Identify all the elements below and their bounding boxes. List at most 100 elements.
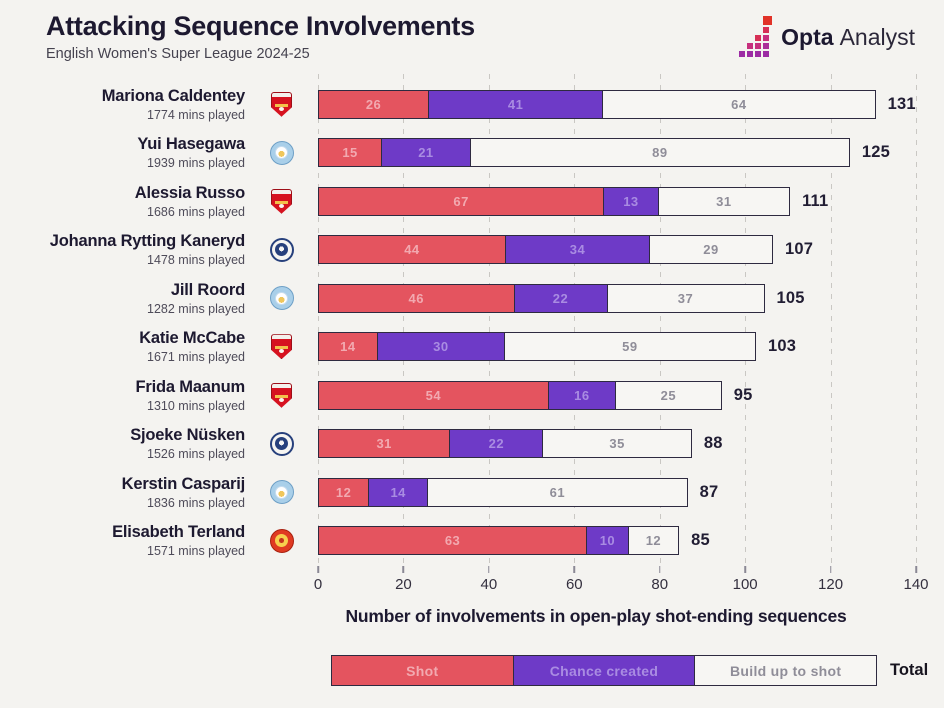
x-axis-tick-label: 0: [313, 576, 323, 593]
player-name: Frida Maanum: [135, 377, 246, 396]
player-mins-played: 1836 mins played: [147, 495, 245, 510]
total-value: 107: [785, 240, 814, 259]
total-value: 88: [703, 434, 723, 453]
total-value: 111: [802, 191, 829, 210]
bar-segment-shot: 26: [318, 89, 430, 119]
player-mins-played: 1571 mins played: [147, 544, 245, 559]
player-mins-played: 1310 mins played: [147, 398, 245, 413]
player-row: Frida Maanum 1310 mins played 54 16 25 95: [0, 371, 944, 420]
stacked-bar: 46 22 37 105: [318, 283, 916, 313]
player-mins-played: 1478 mins played: [147, 253, 245, 268]
x-axis-tick: [488, 566, 490, 573]
team-badge-arsenal: [271, 334, 292, 360]
arsenal-badge-detail: [275, 103, 288, 107]
total-value: 87: [699, 482, 719, 501]
x-axis-tick: [744, 566, 746, 573]
stacked-bar: 26 41 64 131: [318, 89, 916, 119]
team-badge-chelsea: [269, 237, 294, 262]
opta-squares-icon: [739, 16, 773, 57]
player-label: Mariona Caldentey 1774 mins played: [0, 86, 246, 122]
stacked-bar: 12 14 61 87: [318, 477, 916, 507]
x-axis-tick-label: 60: [565, 576, 583, 593]
bar-segment-build-up: 29: [649, 235, 773, 265]
x-axis-label: Number of involvements in open-play shot…: [345, 606, 847, 626]
gridline: [318, 74, 319, 566]
arsenal-badge-detail: [275, 200, 288, 204]
mancity-badge-detail: [275, 146, 288, 160]
team-badge-cell: [245, 480, 318, 505]
player-mins-played: 1671 mins played: [147, 350, 245, 365]
team-badge-cell: [245, 431, 318, 456]
x-axis-tick-label: 120: [818, 576, 844, 593]
x-axis-tick-label: 100: [732, 576, 758, 593]
bar-segment-build-up: 37: [606, 283, 765, 313]
player-name: Kerstin Casparij: [121, 474, 246, 493]
logo-text-opta: Opta: [781, 23, 834, 50]
stacked-bar: 63 10 12 85: [318, 526, 916, 556]
stacked-bar: 15 21 89 125: [318, 138, 916, 168]
legend-item-build-up-to-shot: Build up to shot: [694, 655, 878, 686]
bar-segment-chance-created: 14: [368, 477, 429, 507]
plot-gridlines: [318, 74, 917, 566]
player-row: Katie McCabe 1671 mins played 14 30 59 103: [0, 323, 944, 372]
player-name: Sjoeke Nüsken: [130, 426, 245, 445]
bar-segment-build-up: 59: [503, 332, 756, 362]
bar-segment-chance-created: 30: [376, 332, 505, 362]
bar-segment-shot: 46: [318, 283, 515, 313]
player-label: Johanna Rytting Kaneryd 1478 mins played: [0, 232, 245, 267]
legend-item-shot: Shot: [331, 655, 514, 686]
total-value: 131: [887, 94, 916, 113]
team-badge-cell: [245, 188, 318, 214]
bar-segment-build-up: 35: [542, 429, 692, 459]
player-name: Yui Hasegawa: [137, 135, 245, 154]
bar-segment-chance-created: 22: [513, 283, 608, 313]
page-title: Attacking Sequence Involvements: [46, 11, 475, 41]
bar-segment-shot: 31: [318, 429, 451, 459]
bar-segment-chance-created: 41: [428, 89, 604, 119]
team-badge-cell: [245, 140, 318, 165]
gridline: [916, 74, 917, 566]
stacked-bar-chart: Mariona Caldentey 1774 mins played 26 41 64 1…: [0, 80, 944, 565]
player-mins-played: 1526 mins played: [147, 447, 245, 462]
player-name: Katie McCabe: [139, 329, 245, 348]
bar-segment-shot: 63: [318, 526, 588, 556]
bar-segment-build-up: 64: [602, 89, 876, 119]
bar-segment-chance-created: 13: [603, 186, 659, 216]
bar-segment-chance-created: 34: [504, 235, 651, 265]
gridline: [830, 74, 832, 566]
player-name: Elisabeth Terland: [112, 523, 245, 542]
bar-segment-shot: 67: [318, 186, 605, 216]
bar-segment-chance-created: 21: [381, 138, 471, 168]
opta-logo-wordmark: Opta Analyst: [781, 24, 915, 51]
bar-segment-chance-created: 22: [449, 429, 544, 459]
bar-segment-build-up: 12: [627, 526, 680, 556]
player-row: Sjoeke Nüsken 1526 mins played 31 22 35 88: [0, 420, 944, 469]
x-axis-tick: [658, 566, 661, 573]
player-label: Kerstin Casparij 1836 mins played: [0, 474, 246, 510]
player-mins-played: 1774 mins played: [147, 107, 245, 122]
arsenal-badge-detail: [275, 346, 288, 350]
team-badge-arsenal: [271, 382, 292, 408]
team-badge-cell: [245, 91, 318, 117]
team-badge-arsenal: [271, 91, 292, 117]
player-mins-played: 1939 mins played: [147, 156, 245, 171]
stacked-bar: 44 34 29 107: [318, 235, 916, 265]
total-value: 125: [861, 143, 891, 162]
bar-segment-build-up: 25: [614, 380, 722, 410]
player-label: Yui Hasegawa 1939 mins played: [0, 135, 245, 170]
bar-segment-shot: 54: [318, 380, 549, 410]
total-value: 85: [691, 531, 710, 550]
stacked-bar: 14 30 59 103: [318, 332, 916, 362]
team-badge-chelsea: [269, 431, 294, 456]
bar-segment-chance-created: 16: [547, 380, 616, 410]
player-name: Mariona Caldentey: [101, 86, 246, 105]
player-name: Johanna Rytting Kaneryd: [49, 232, 245, 251]
stacked-bar: 31 22 35 88: [318, 429, 916, 459]
team-badge-cell: [245, 334, 318, 360]
gridline: [659, 74, 661, 566]
player-label: Katie McCabe 1671 mins played: [0, 329, 245, 364]
bar-segment-build-up: 61: [427, 477, 688, 507]
player-name: Jill Roord: [170, 280, 245, 299]
player-label: Frida Maanum 1310 mins played: [0, 377, 246, 413]
